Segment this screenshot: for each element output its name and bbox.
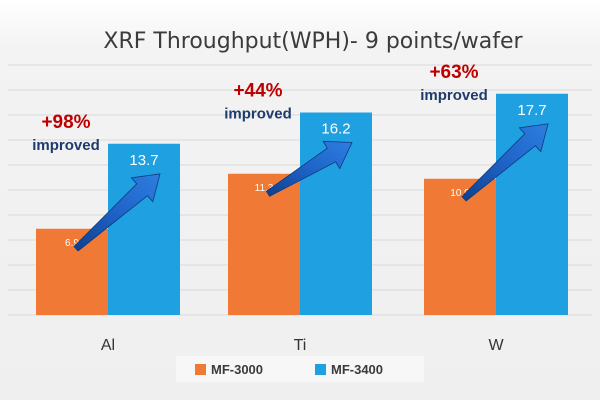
improvement-arrow [461,123,549,202]
legend-swatch-mf-3000 [195,364,206,375]
legend-box [176,356,424,382]
percent-label: +98% [41,112,90,133]
bar-mf-3400-al [108,143,180,315]
value-label: 6.9 [65,238,79,249]
value-label: 16.2 [321,121,350,138]
annotations: +98% improved +44% improved +63% improved [32,62,549,252]
legend-label-mf-3400: MF-3400 [331,362,383,377]
value-labels: 6.9 13.7 11.3 16.2 10.9 17.7 [65,102,547,249]
improvement-arrow [265,140,353,197]
improvement-arrow [73,173,161,252]
chart-title: XRF Throughput(WPH)- 9 points/wafer [103,29,523,54]
value-label: 10.9 [450,188,470,199]
value-label: 13.7 [129,152,158,169]
percent-label: +63% [429,62,478,83]
bar-mf-3000-w [424,178,496,315]
category-label: W [488,337,504,354]
category-label: Ti [294,337,307,354]
percent-label: +44% [233,81,282,102]
improved-label: improved [224,106,292,123]
bar-mf-3000-ti [228,173,300,315]
legend: MF-3000 MF-3400 [176,356,424,382]
category-labels: Al Ti W [101,337,505,354]
value-label: 11.3 [255,183,274,194]
improved-label: improved [32,137,100,154]
bar-mf-3000-al [36,228,108,315]
value-label: 17.7 [517,102,546,119]
legend-label-mf-3000: MF-3000 [211,362,263,377]
legend-swatch-mf-3400 [315,364,326,375]
category-label: Al [101,337,115,354]
improved-label: improved [420,87,488,104]
